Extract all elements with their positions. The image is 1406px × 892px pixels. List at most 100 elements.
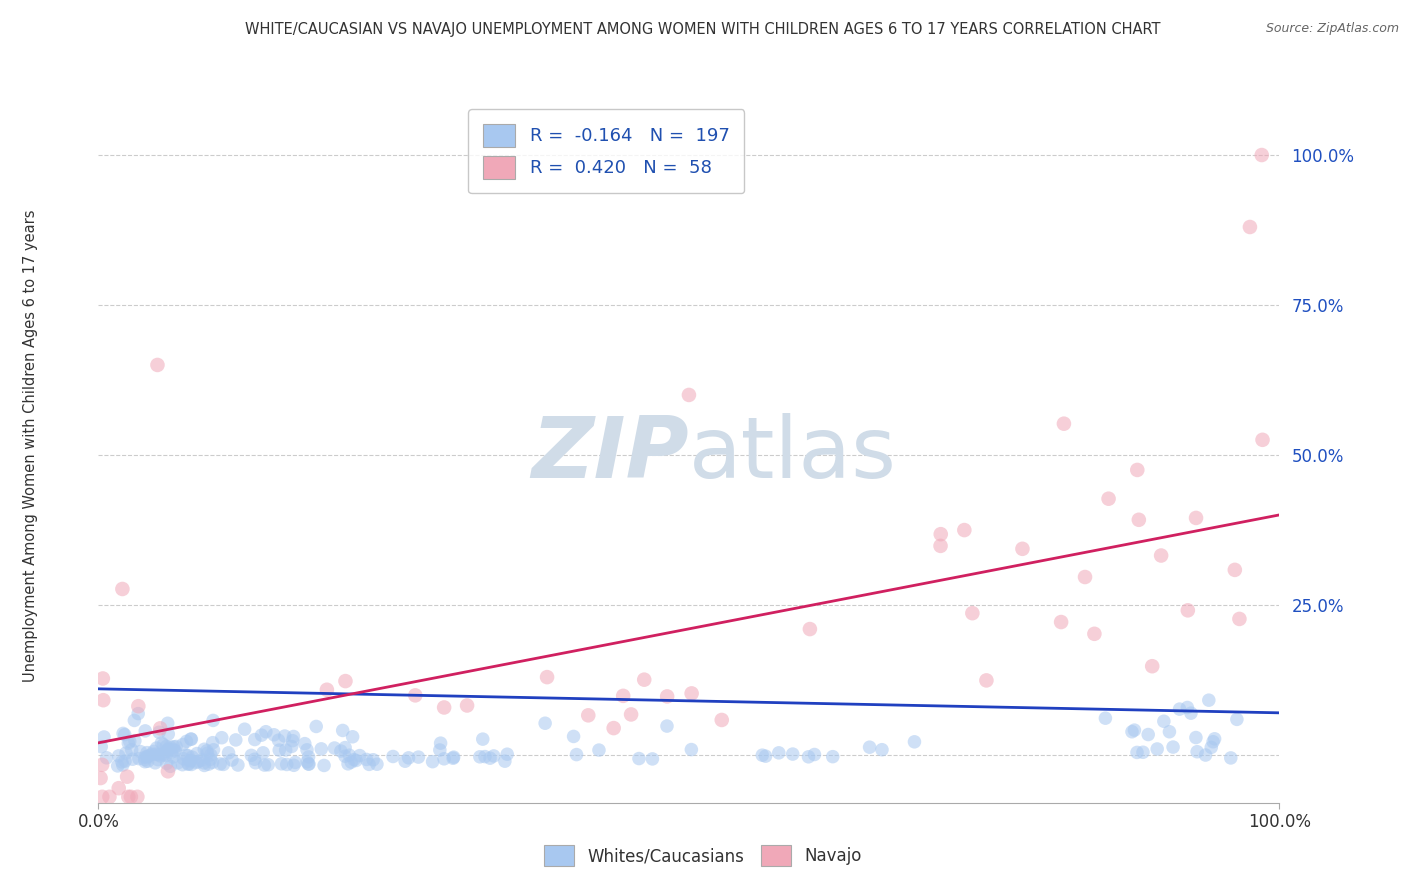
Point	[180, 732, 202, 747]
Point	[1177, 603, 1199, 617]
Point	[148, 725, 170, 739]
Point	[280, 739, 302, 754]
Point	[329, 744, 352, 758]
Point	[186, 756, 208, 770]
Point	[565, 747, 588, 762]
Point	[1185, 731, 1208, 745]
Point	[1150, 549, 1173, 563]
Point	[136, 754, 159, 768]
Point	[1153, 714, 1175, 729]
Point	[136, 746, 159, 760]
Point	[172, 757, 194, 772]
Point	[145, 747, 167, 761]
Point	[150, 736, 173, 750]
Point	[134, 723, 156, 738]
Point	[468, 749, 491, 764]
Point	[160, 745, 183, 759]
Point	[333, 749, 356, 764]
Point	[195, 744, 218, 758]
Point	[398, 751, 420, 765]
Point	[588, 743, 610, 757]
Point	[165, 744, 187, 758]
Point	[157, 742, 180, 756]
Point	[1137, 727, 1160, 741]
Point	[633, 673, 655, 687]
Point	[201, 736, 224, 750]
Point	[349, 748, 371, 763]
Point	[1159, 724, 1181, 739]
Point	[190, 753, 212, 767]
Point	[225, 733, 247, 747]
Point	[91, 672, 114, 686]
Point	[115, 770, 138, 784]
Point	[134, 750, 156, 764]
Point	[1204, 731, 1226, 746]
Point	[250, 728, 273, 742]
Point	[443, 750, 465, 764]
Point	[177, 757, 200, 772]
Point	[243, 732, 266, 747]
Point	[118, 734, 141, 748]
Point	[929, 527, 952, 541]
Point	[111, 755, 134, 769]
Point	[200, 747, 222, 762]
Text: ZIP: ZIP	[531, 413, 689, 497]
Point	[1161, 740, 1184, 755]
Point	[252, 746, 274, 760]
Point	[180, 754, 202, 768]
Point	[681, 686, 703, 700]
Point	[342, 730, 364, 744]
Point	[274, 729, 297, 743]
Point	[479, 751, 502, 765]
Point	[1126, 463, 1149, 477]
Point	[253, 758, 276, 772]
Point	[186, 747, 208, 761]
Point	[129, 745, 152, 759]
Point	[340, 755, 363, 769]
Point	[124, 714, 146, 728]
Point	[159, 759, 181, 773]
Point	[283, 758, 305, 772]
Point	[221, 753, 243, 767]
Point	[343, 753, 366, 767]
Point	[309, 742, 332, 756]
Point	[1123, 723, 1146, 738]
Point	[127, 789, 149, 804]
Point	[226, 758, 249, 772]
Point	[180, 757, 202, 772]
Point	[627, 751, 650, 765]
Point	[193, 756, 215, 770]
Point	[356, 752, 378, 766]
Point	[803, 747, 825, 762]
Point	[91, 757, 114, 772]
Point	[193, 758, 215, 772]
Point	[281, 733, 304, 747]
Point	[315, 682, 337, 697]
Point	[295, 755, 318, 769]
Point	[197, 757, 219, 772]
Point	[134, 755, 156, 769]
Point	[245, 756, 267, 770]
Point	[1250, 148, 1272, 162]
Point	[127, 699, 149, 714]
Point	[111, 582, 134, 596]
Point	[1199, 740, 1222, 755]
Point	[496, 747, 519, 762]
Point	[433, 700, 456, 714]
Point	[124, 733, 146, 747]
Point	[202, 743, 225, 757]
Point	[1180, 706, 1202, 721]
Point	[1132, 745, 1154, 759]
Point	[305, 719, 328, 733]
Point	[1121, 724, 1143, 739]
Point	[1175, 700, 1198, 714]
Point	[177, 748, 200, 763]
Point	[155, 739, 177, 754]
Point	[534, 716, 557, 731]
Point	[270, 756, 292, 771]
Point	[209, 756, 232, 771]
Point	[1094, 711, 1116, 725]
Point	[141, 747, 163, 762]
Point	[1126, 746, 1149, 760]
Point	[148, 747, 170, 762]
